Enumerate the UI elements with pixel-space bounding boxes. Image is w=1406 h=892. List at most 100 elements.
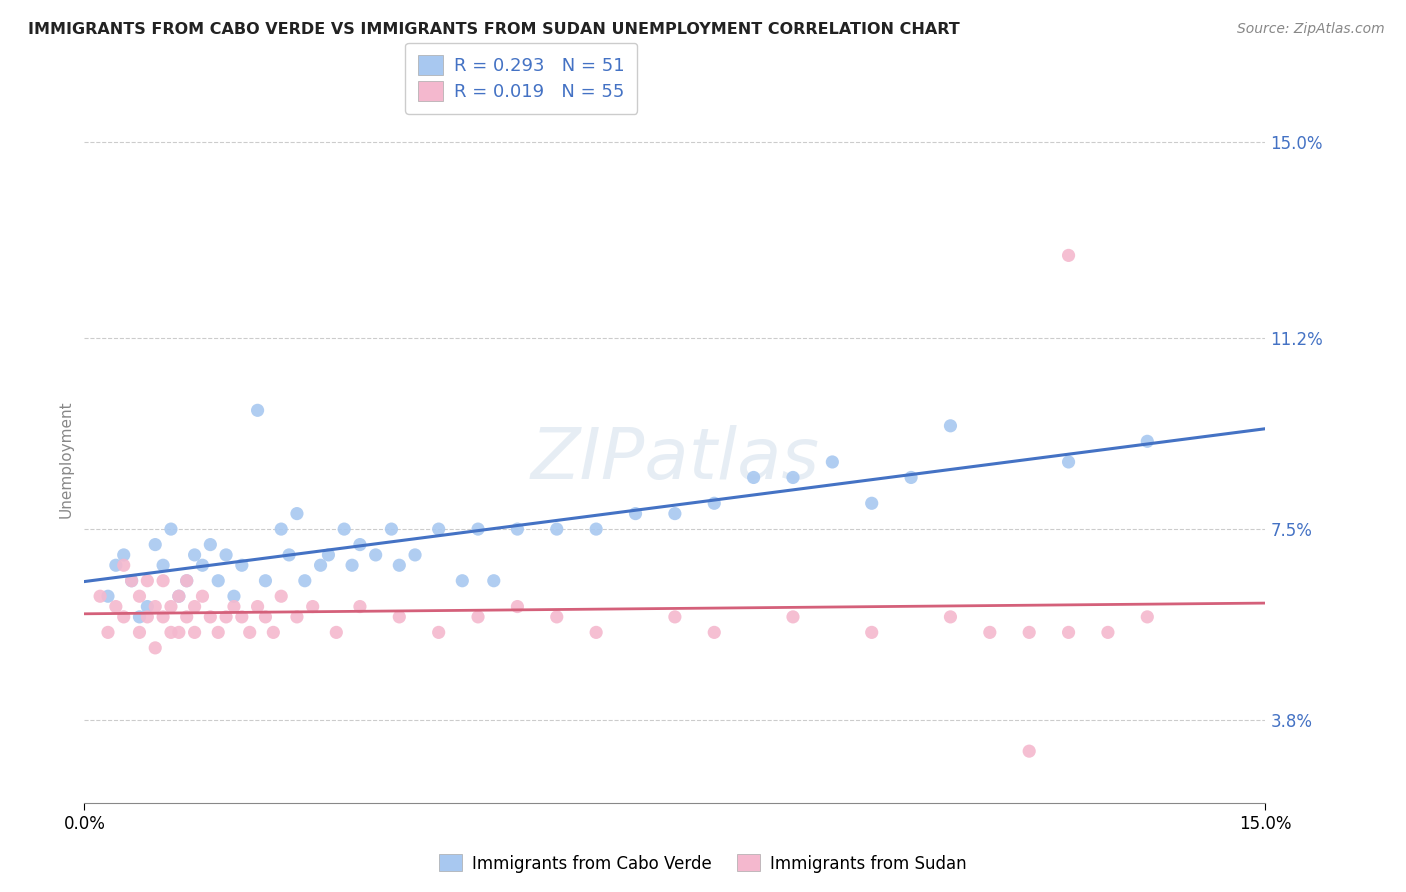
Point xyxy=(664,610,686,624)
Point xyxy=(364,548,387,562)
Point xyxy=(939,610,962,624)
Point xyxy=(207,625,229,640)
Point xyxy=(97,589,120,603)
Point xyxy=(160,625,183,640)
Point xyxy=(285,610,308,624)
Point xyxy=(388,558,411,573)
Point xyxy=(451,574,474,588)
Legend: Immigrants from Cabo Verde, Immigrants from Sudan: Immigrants from Cabo Verde, Immigrants f… xyxy=(432,847,974,880)
Y-axis label: Unemployment: Unemployment xyxy=(58,401,73,518)
Point xyxy=(89,589,111,603)
Point xyxy=(664,507,686,521)
Point xyxy=(104,599,127,614)
Point xyxy=(427,522,450,536)
Point xyxy=(183,548,205,562)
Point xyxy=(152,574,174,588)
Point xyxy=(349,599,371,614)
Point xyxy=(215,610,238,624)
Point xyxy=(167,589,190,603)
Point xyxy=(467,522,489,536)
Point xyxy=(309,558,332,573)
Point xyxy=(1057,455,1080,469)
Point xyxy=(128,610,150,624)
Point xyxy=(128,625,150,640)
Point xyxy=(176,574,198,588)
Point xyxy=(246,599,269,614)
Point xyxy=(1057,625,1080,640)
Point xyxy=(546,610,568,624)
Point xyxy=(183,625,205,640)
Point xyxy=(860,496,883,510)
Point xyxy=(143,538,166,552)
Point xyxy=(112,558,135,573)
Point xyxy=(176,574,198,588)
Text: ZIPatlas: ZIPatlas xyxy=(530,425,820,494)
Point xyxy=(285,507,308,521)
Point xyxy=(349,538,371,552)
Point xyxy=(215,548,238,562)
Point xyxy=(1057,248,1080,262)
Point xyxy=(207,574,229,588)
Point xyxy=(160,599,183,614)
Point xyxy=(200,610,222,624)
Point xyxy=(860,625,883,640)
Point xyxy=(427,625,450,640)
Point xyxy=(136,599,159,614)
Point xyxy=(176,610,198,624)
Point xyxy=(143,640,166,655)
Point xyxy=(191,558,214,573)
Point xyxy=(262,625,284,640)
Point xyxy=(1097,625,1119,640)
Point xyxy=(231,558,253,573)
Point xyxy=(121,574,143,588)
Point xyxy=(254,610,277,624)
Point xyxy=(294,574,316,588)
Point xyxy=(301,599,323,614)
Point xyxy=(624,507,647,521)
Point xyxy=(112,610,135,624)
Point xyxy=(506,522,529,536)
Point xyxy=(380,522,402,536)
Point xyxy=(318,548,340,562)
Point xyxy=(1136,610,1159,624)
Point xyxy=(404,548,426,562)
Point xyxy=(388,610,411,624)
Point xyxy=(325,625,347,640)
Point xyxy=(254,574,277,588)
Point xyxy=(112,548,135,562)
Point xyxy=(143,599,166,614)
Point xyxy=(482,574,505,588)
Point xyxy=(703,496,725,510)
Point xyxy=(333,522,356,536)
Point xyxy=(136,610,159,624)
Point xyxy=(270,589,292,603)
Point xyxy=(900,470,922,484)
Point xyxy=(128,589,150,603)
Point xyxy=(152,610,174,624)
Point xyxy=(136,574,159,588)
Point xyxy=(1018,744,1040,758)
Point xyxy=(467,610,489,624)
Point xyxy=(104,558,127,573)
Point xyxy=(246,403,269,417)
Point xyxy=(1136,434,1159,449)
Point xyxy=(222,599,245,614)
Text: Source: ZipAtlas.com: Source: ZipAtlas.com xyxy=(1237,22,1385,37)
Point xyxy=(340,558,363,573)
Point xyxy=(546,522,568,536)
Point xyxy=(200,538,222,552)
Point xyxy=(821,455,844,469)
Point xyxy=(939,418,962,433)
Text: IMMIGRANTS FROM CABO VERDE VS IMMIGRANTS FROM SUDAN UNEMPLOYMENT CORRELATION CHA: IMMIGRANTS FROM CABO VERDE VS IMMIGRANTS… xyxy=(28,22,960,37)
Point xyxy=(782,610,804,624)
Point xyxy=(152,558,174,573)
Point xyxy=(222,589,245,603)
Point xyxy=(231,610,253,624)
Point xyxy=(167,625,190,640)
Point xyxy=(742,470,765,484)
Legend: R = 0.293   N = 51, R = 0.019   N = 55: R = 0.293 N = 51, R = 0.019 N = 55 xyxy=(405,43,637,114)
Point xyxy=(97,625,120,640)
Point xyxy=(278,548,301,562)
Point xyxy=(703,625,725,640)
Point xyxy=(585,625,607,640)
